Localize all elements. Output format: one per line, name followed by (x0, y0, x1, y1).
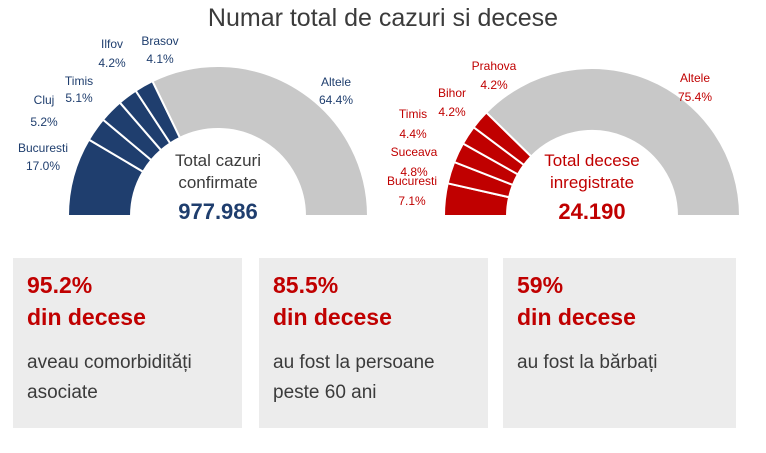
total-cases: 977.986 (178, 199, 258, 224)
stat-card-age: 85.5% din decese au fost la persoane pes… (259, 258, 488, 428)
slice-name-label: Prahova (472, 59, 517, 73)
stat-percent: 95.2% (27, 272, 93, 298)
gauge-deaths: Bucuresti 7.1% Suceava 4.8% Timis 4.4% Bihor 4.… (387, 59, 742, 224)
total-deaths: 24.190 (558, 199, 625, 224)
slice-name-label: Bihor (438, 86, 466, 100)
stat-description: au fost la persoane peste 60 ani (273, 352, 435, 403)
slice-value-label: 64.4% (319, 93, 353, 107)
slice-value-label: 75.4% (678, 90, 712, 104)
slice-altele (484, 67, 742, 217)
slice-name-label: Bucuresti (18, 141, 68, 155)
stat-percent: 59% (517, 272, 564, 298)
slice-altele (151, 65, 370, 217)
slice-name-label: Suceava (391, 145, 438, 159)
slice-name-label: Ilfov (101, 37, 123, 51)
slice-value-label: 5.1% (65, 91, 93, 105)
slice-value-label: 4.4% (399, 127, 427, 141)
stat-description: au fost la bărbați (517, 352, 658, 373)
center-label-line2: inregistrate (550, 173, 634, 192)
stat-subtitle: din decese (273, 304, 392, 330)
slice-value-label: 17.0% (26, 159, 60, 173)
stat-card-comorbidities: 95.2% din decese aveau comorbidități aso… (13, 258, 242, 428)
center-label-line1: Total decese (544, 151, 639, 170)
stat-card-men: 59% din decese au fost la bărbați (503, 258, 736, 428)
slice-name-label: Altele (321, 75, 351, 89)
slice-name-label: Timis (399, 107, 427, 121)
stat-subtitle: din decese (27, 304, 146, 330)
slice-value-label: 7.1% (398, 194, 426, 208)
slice-name-label: Brasov (141, 34, 178, 48)
slice-value-label: 5.2% (30, 115, 58, 129)
slice-value-label: 4.2% (438, 105, 466, 119)
gauge-cases: Bucuresti 17.0% Cluj 5.2% Timis 5.1% Ilfov 4.2%… (18, 34, 370, 224)
slice-value-label: 4.2% (480, 78, 508, 92)
stat-subtitle: din decese (517, 304, 636, 330)
slice-name-label: Bucuresti (387, 174, 437, 188)
slice-value-label: 4.8% (400, 165, 428, 179)
slice-value-label: 4.1% (146, 52, 174, 66)
slice-name-label: Altele (680, 71, 710, 85)
slice-name-label: Timis (65, 74, 93, 88)
stat-percent: 85.5% (273, 272, 339, 298)
slice-value-label: 4.2% (98, 56, 126, 70)
chart-title: Numar total de cazuri si decese (207, 4, 559, 32)
slice-name-label: Cluj (34, 93, 55, 107)
center-label-line2: confirmate (178, 173, 257, 192)
stat-description: aveau comorbidități asociate (27, 352, 192, 403)
center-label-line1: Total cazuri (175, 151, 261, 170)
